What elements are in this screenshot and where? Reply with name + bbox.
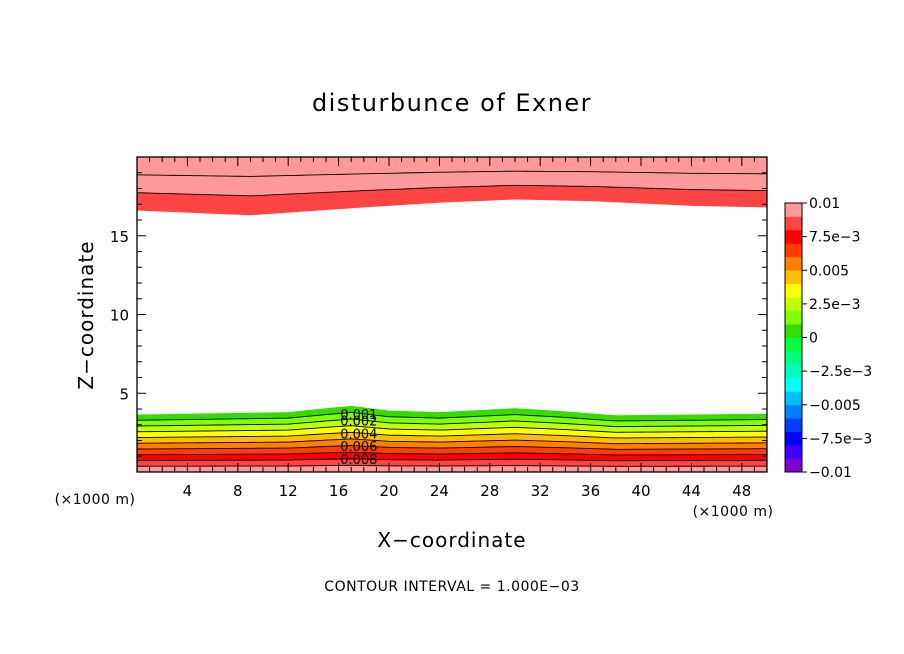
colorbar-segment [785,270,802,285]
colorbar-segment [785,445,802,459]
contour-line [136,425,768,433]
x-tick-label: 12 [279,482,298,500]
contour-band [137,171,767,196]
x-tick-label: 48 [732,482,751,500]
x-tick-label: 20 [379,482,398,500]
contour-line [136,418,768,428]
contour-label: 0.002 [340,414,377,429]
colorbar-tick-label: 0.01 [809,196,840,212]
contour-line [136,464,768,467]
contour-band [137,438,767,450]
colorbar-segment [785,324,802,338]
colorbar-segment [785,431,802,446]
contour-band [137,432,767,444]
x-axis-ticks: 4 8 12 16 20 24 28 32 36 40 44 48 [149,157,755,500]
x-tick-label: 40 [631,482,650,500]
colorbar-segment [785,203,802,217]
contour-label: 0.001 [340,408,377,423]
colorbar-segment [785,297,802,311]
colorbar-segment [785,337,802,352]
colorbar-segment [785,350,802,365]
contour-band [137,412,767,427]
x-axis-unit-right: (×1000 m) [693,504,774,520]
contour-line [136,170,768,177]
colorbar-segment [785,364,802,379]
contour-label: 0.006 [340,440,377,455]
x-axis-label: X−coordinate [377,528,526,552]
x-tick-label: 24 [430,482,449,500]
colorbar-segment [785,404,802,419]
x-tick-label: 36 [581,482,600,500]
colorbar-segment [785,377,802,392]
x-tick-label: 32 [531,482,550,500]
x-tick-label: 16 [329,482,348,500]
contour-fills [137,157,767,472]
colorbar-segment [785,418,802,433]
contour-line [136,458,768,462]
contour-band [137,185,767,216]
contour-line [136,451,768,456]
colorbar-tick-label: −0.005 [809,398,861,414]
colorbar-tick-label: 0.005 [809,263,849,279]
colorbar-segment [785,229,802,244]
contour-band [137,419,767,433]
y-axis-label: Z−coordinate [74,240,98,389]
colorbar-tick-label: −7.5e−3 [809,431,872,447]
contour-line [136,445,768,450]
colorbar-segment [785,458,802,473]
x-tick-label: 8 [233,482,243,500]
colorbar-segment [785,310,802,325]
contour-line [136,431,768,439]
x-tick-label: 4 [183,482,193,500]
colorbar-tick-label: 7.5e−3 [809,230,861,246]
colorbar-tick-label: −2.5e−3 [809,364,872,380]
colorbar-tick-label: 0 [809,331,818,347]
y-tick-label: 5 [119,385,129,403]
contour-label: 0.004 [340,427,377,442]
contour-line [136,184,768,197]
colorbar-segment [785,283,802,298]
contour-line [136,438,768,445]
contour-line [136,412,768,422]
chart-title: disturbunce of Exner [312,89,592,117]
colorbar-segment [785,243,802,258]
y-tick-label: 10 [110,307,129,325]
contour-label: 0.008 [340,453,377,468]
contour-interval-note: CONTOUR INTERVAL = 1.000E−03 [324,579,579,595]
colorbar-tick-label: −0.01 [809,465,852,481]
contour-band [137,425,767,438]
x-tick-label: 28 [480,482,499,500]
x-axis-unit-left: (×1000 m) [55,492,136,508]
y-tick-label: 15 [110,228,129,246]
x-tick-label: 44 [682,482,701,500]
colorbar-segment [785,256,802,271]
colorbar: 0.01 7.5e−3 0.005 2.5e−3 0 −2.5e−3 −0.005 −7.5e… [784,196,872,481]
colorbar-segment [785,216,802,231]
colorbar-segment [785,391,802,406]
colorbar-tick-label: 2.5e−3 [809,297,861,313]
y-axis-ticks: 5 10 15 [110,172,767,457]
contour-lines [136,170,768,467]
